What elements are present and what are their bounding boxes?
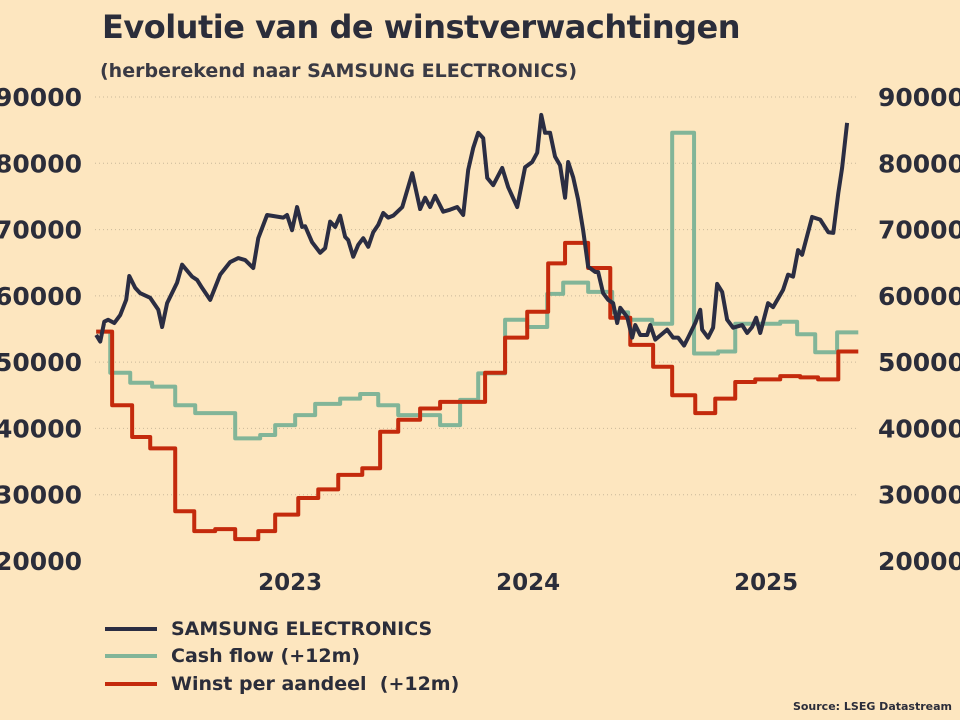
y-tick-label-left: 90000 — [0, 83, 82, 112]
legend: SAMSUNG ELECTRONICS Cash flow (+12m) Win… — [105, 615, 459, 698]
y-tick-label-left: 30000 — [0, 481, 82, 510]
legend-item-samsung: SAMSUNG ELECTRONICS — [105, 615, 459, 643]
y-tick-label-right: 70000 — [878, 216, 960, 245]
legend-item-cash-flow: Cash flow (+12m) — [105, 643, 459, 671]
y-tick-label-left: 40000 — [0, 414, 82, 443]
legend-label-cash-flow: Cash flow (+12m) — [171, 645, 361, 668]
y-tick-label-right: 90000 — [878, 83, 960, 112]
chart-subtitle: (herberekend naar SAMSUNG ELECTRONICS) — [100, 60, 578, 82]
x-tick-label: 2023 — [258, 570, 322, 596]
y-tick-label-left: 70000 — [0, 216, 82, 245]
legend-swatch-cash-flow — [105, 654, 157, 659]
legend-item-eps: Winst per aandeel (+12m) — [105, 670, 459, 698]
y-tick-label-left: 20000 — [0, 547, 82, 576]
y-tick-label-right: 60000 — [878, 282, 960, 311]
legend-label-eps: Winst per aandeel (+12m) — [171, 672, 460, 695]
y-tick-label-right: 30000 — [878, 481, 960, 510]
legend-swatch-samsung — [105, 626, 157, 631]
y-tick-label-right: 80000 — [878, 149, 960, 178]
series-line-cash-flow-12m — [96, 130, 859, 441]
series-line-samsung-electronics — [94, 112, 850, 348]
y-tick-label-right: 50000 — [878, 348, 960, 377]
y-tick-label-left: 60000 — [0, 282, 82, 311]
y-tick-label-right: 20000 — [878, 547, 960, 576]
series-line-winst-per-aandeel-12m — [96, 240, 859, 542]
x-tick-label: 2025 — [734, 570, 798, 596]
legend-label-samsung: SAMSUNG ELECTRONICS — [171, 617, 433, 640]
x-tick-label: 2024 — [496, 570, 560, 596]
y-tick-label-right: 40000 — [878, 414, 960, 443]
chart-title: Evolutie van de winstverwachtingen — [102, 8, 741, 46]
y-tick-label-left: 50000 — [0, 348, 82, 377]
source-note: Source: LSEG Datastream — [792, 700, 952, 713]
y-tick-label-left: 80000 — [0, 149, 82, 178]
legend-swatch-eps — [105, 681, 157, 686]
